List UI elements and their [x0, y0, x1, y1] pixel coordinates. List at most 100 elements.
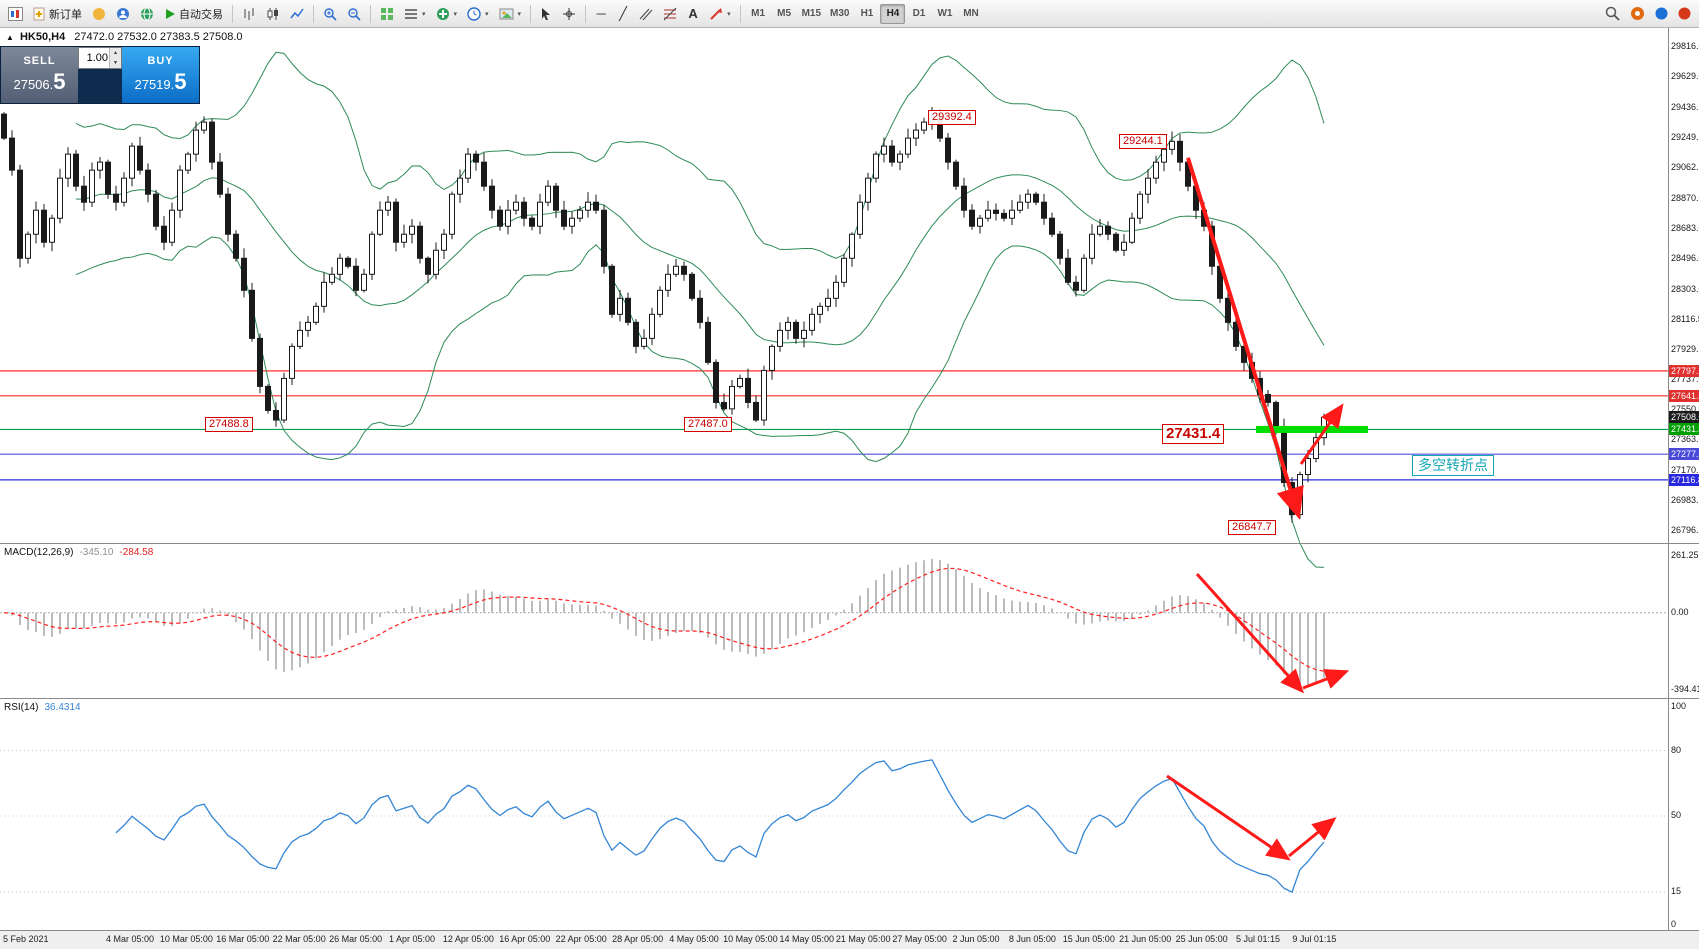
time-axis-label: 14 May 05:00 — [779, 934, 835, 944]
volume-spinner: ▲ ▼ — [109, 48, 121, 68]
notification-icon[interactable] — [1626, 3, 1649, 25]
arrow-objects-icon[interactable]: ▾ — [705, 3, 735, 25]
price-callout[interactable]: 26847.7 — [1228, 520, 1276, 535]
new-order-button[interactable]: 新订单 — [29, 3, 86, 25]
price-scale-label: 28683.0 — [1671, 222, 1699, 233]
timeframe-m30[interactable]: M30 — [826, 4, 853, 24]
volume-down-button[interactable]: ▼ — [110, 58, 121, 68]
add-indicator-icon[interactable]: ▾ — [432, 3, 462, 25]
price-scale-label: 0 — [1671, 919, 1677, 929]
sell-price: 27506.5 — [13, 69, 66, 94]
trendline-tool-icon[interactable]: ╱ — [613, 3, 633, 25]
clock-icon[interactable]: ▾ — [463, 3, 493, 25]
sell-button[interactable]: SELL 27506.5 — [1, 47, 78, 103]
timeframe-d1[interactable]: D1 — [906, 4, 931, 24]
mql-community-icon[interactable] — [88, 3, 110, 25]
price-callout[interactable]: 27488.8 — [205, 417, 253, 432]
price-scale-border — [1668, 28, 1669, 930]
price-scale[interactable]: 29816.0 29629.0 29436.5 29249.5 29062.5 28870… — [1669, 28, 1699, 930]
crosshair-icon[interactable] — [558, 3, 580, 25]
price-scale-highlight: 27431.4 — [1669, 423, 1699, 436]
time-axis-label: 21 Jun 05:00 — [1119, 934, 1172, 944]
price-callout[interactable]: 29244.1 — [1119, 134, 1167, 149]
zoom-out-icon[interactable] — [343, 3, 365, 25]
chart-area[interactable] — [0, 28, 1699, 948]
price-scale-label: 28116.5 — [1671, 313, 1699, 324]
profile-icon[interactable] — [112, 3, 134, 25]
one-click-trading-widget: SELL 27506.5 ▲ ▼ BUY 27519.5 — [0, 46, 200, 104]
price-scale-label: 261.25 — [1671, 550, 1699, 560]
price-scale-label: 80 — [1671, 744, 1682, 755]
price-scale-highlight: 27797.1 — [1669, 364, 1699, 377]
toolbar-separator — [585, 4, 587, 23]
timeframe-mn[interactable]: MN — [958, 4, 983, 24]
timeframe-m1[interactable]: M1 — [746, 4, 771, 24]
price-scale-label: 0.00 — [1671, 606, 1689, 617]
price-scale-label: 27929.5 — [1671, 343, 1699, 354]
chart-window-icon[interactable] — [4, 3, 27, 25]
candlestick-chart-icon[interactable] — [262, 3, 284, 25]
symbol-info: ▲ HK50,H4 27472.0 27532.0 27383.5 27508.… — [6, 31, 243, 43]
search-icon[interactable] — [1601, 3, 1624, 25]
timeframe-m5[interactable]: M5 — [772, 4, 797, 24]
cursor-icon[interactable] — [536, 3, 556, 25]
snapshot-icon[interactable]: ▾ — [495, 3, 526, 25]
turning-point-label[interactable]: 多空转折点 — [1412, 455, 1494, 476]
autotrading-button[interactable]: 自动交易 — [160, 3, 227, 25]
toolbar-separator — [739, 4, 741, 23]
fibonacci-tool-icon[interactable] — [659, 3, 681, 25]
price-scale-label: 29816.0 — [1671, 41, 1699, 52]
price-scale-label: 29436.5 — [1671, 102, 1699, 113]
time-axis-label: 21 May 05:00 — [835, 934, 891, 944]
buy-button[interactable]: BUY 27519.5 — [122, 47, 199, 103]
price-scale-label: 28303.0 — [1671, 283, 1699, 294]
help-icon[interactable] — [1651, 3, 1672, 25]
volume-input[interactable] — [79, 48, 109, 68]
price-callout[interactable]: 27431.4 — [1162, 424, 1225, 444]
time-axis-label: 10 Mar 05:00 — [159, 934, 213, 944]
price-scale-label: -394.41 — [1671, 684, 1699, 694]
time-axis-label: 15 Jun 05:00 — [1062, 934, 1115, 944]
collapse-triangle-icon[interactable]: ▲ — [6, 33, 14, 42]
time-axis-label: 12 Apr 05:00 — [442, 934, 494, 944]
autotrading-label: 自动交易 — [179, 8, 223, 21]
price-scale-label: 26983.5 — [1671, 495, 1699, 506]
price-scale-label: 29629.0 — [1671, 71, 1699, 82]
timeframe-h4[interactable]: H4 — [880, 3, 906, 24]
time-axis[interactable]: 5 Feb 2021 4 Mar 05:00 10 Mar 05:00 16 Mar … — [0, 930, 1699, 949]
price-scale-label: 100 — [1671, 701, 1687, 711]
timeframe-group: M1 M5 M15 M30 H1 H4 D1 W1 MN — [746, 3, 984, 24]
volume-up-button[interactable]: ▲ — [110, 48, 121, 58]
new-order-label: 新订单 — [49, 8, 82, 21]
market-globe-icon[interactable] — [136, 3, 158, 25]
time-axis-label: 22 Mar 05:00 — [272, 934, 326, 944]
price-scale-label: 27737.0 — [1671, 374, 1699, 385]
price-callout[interactable]: 29392.4 — [928, 110, 976, 125]
buy-price: 27519.5 — [134, 69, 187, 94]
time-axis-label: 4 May 05:00 — [669, 934, 719, 944]
main-macd-separator[interactable] — [0, 543, 1699, 544]
bar-chart-icon[interactable] — [238, 3, 260, 25]
tile-windows-icon[interactable] — [376, 3, 398, 25]
time-axis-label: 22 Apr 05:00 — [555, 934, 607, 944]
rsi-indicator-label: RSI(14) 36.4314 — [4, 702, 81, 713]
hline-tool-icon[interactable]: ─ — [591, 3, 611, 25]
timeframe-w1[interactable]: W1 — [932, 4, 957, 24]
objects-list-icon[interactable]: ▾ — [400, 3, 430, 25]
status-icon[interactable] — [1674, 3, 1695, 25]
price-scale-label: 15 — [1671, 886, 1682, 897]
timeframe-h1[interactable]: H1 — [854, 4, 879, 24]
line-chart-icon[interactable] — [286, 3, 308, 25]
zoom-in-icon[interactable] — [319, 3, 341, 25]
timeframe-m15[interactable]: M15 — [798, 4, 825, 24]
toolbar: 新订单 自动交易 ▾ ▾ ▾ ▾ ─ ╱ A ▾ M1 M5 M15 M30 H1 H4 D… — [0, 0, 1699, 28]
time-axis-label: 2 Jun 05:00 — [952, 934, 1000, 944]
text-tool-icon[interactable]: A — [683, 3, 703, 25]
time-axis-label: 26 Mar 05:00 — [329, 934, 383, 944]
price-scale-highlight: 27116.8 — [1669, 473, 1699, 486]
price-scale-label: 27363.0 — [1671, 434, 1699, 445]
price-callout[interactable]: 27487.0 — [684, 417, 732, 432]
volume-box: ▲ ▼ — [78, 47, 122, 69]
channel-tool-icon[interactable] — [635, 3, 657, 25]
macd-rsi-separator[interactable] — [0, 698, 1699, 699]
